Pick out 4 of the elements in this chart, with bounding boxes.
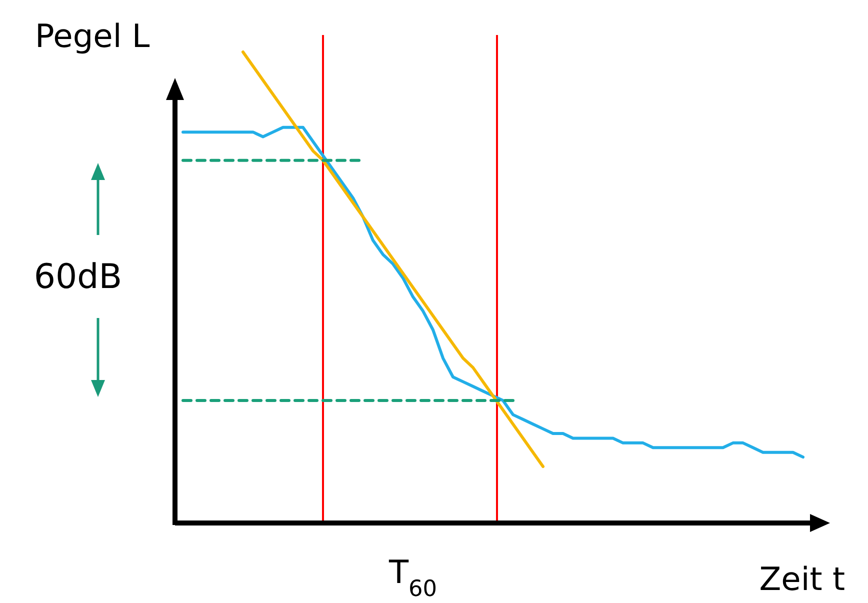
text: T$_{60}$	[388, 553, 438, 602]
text: 60dB	[34, 257, 122, 297]
x-axis-title: Zeit t	[759, 560, 845, 598]
y-axis-title: Pegel L	[35, 17, 150, 55]
